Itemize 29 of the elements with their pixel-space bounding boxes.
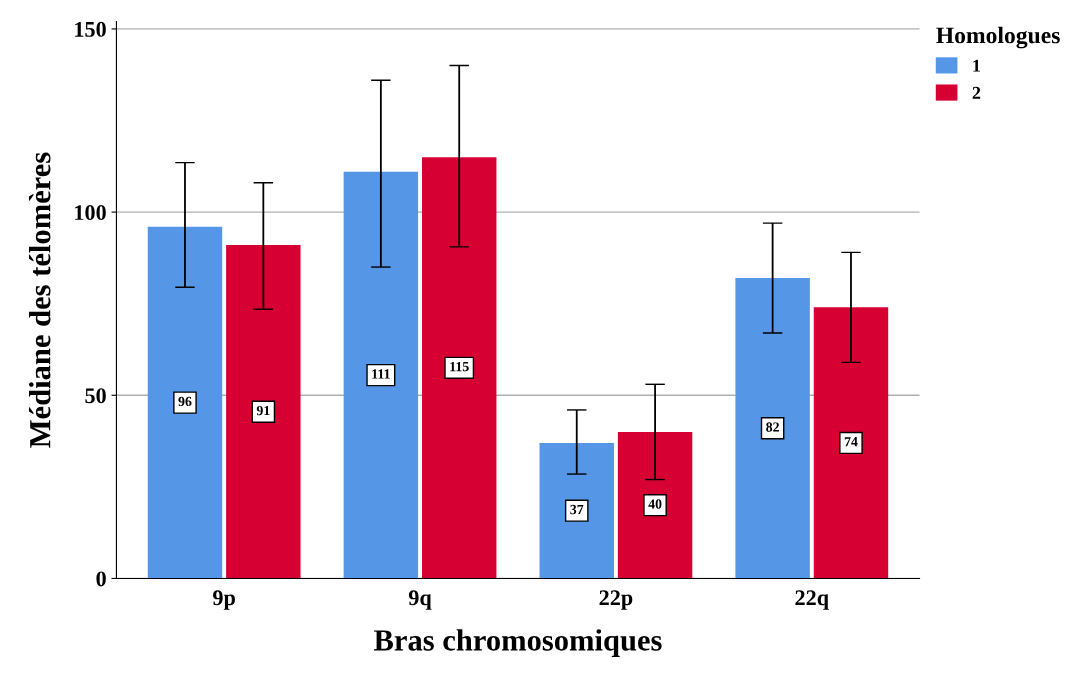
data-label: 82 bbox=[766, 422, 779, 432]
bar bbox=[343, 171, 419, 579]
x-tick-label: 9p bbox=[213, 590, 235, 610]
data-label: 111 bbox=[372, 369, 390, 379]
bar bbox=[617, 431, 693, 579]
legend-title: Homologues bbox=[936, 26, 1060, 49]
y-tick-label: 50 bbox=[85, 388, 106, 404]
legend-label: 1 bbox=[973, 59, 980, 72]
data-label: 74 bbox=[844, 437, 858, 447]
data-label: 115 bbox=[450, 361, 469, 372]
legend-label: 2 bbox=[972, 86, 981, 99]
y-tick-label: 150 bbox=[75, 21, 106, 37]
data-label: 37 bbox=[570, 504, 584, 515]
bar bbox=[813, 307, 889, 579]
y-tick-label: 100 bbox=[75, 205, 106, 221]
bar bbox=[147, 226, 223, 579]
data-label: 96 bbox=[178, 396, 192, 407]
x-tick-label: 22p bbox=[599, 590, 633, 610]
x-tick-label: 22q bbox=[795, 590, 829, 610]
x-tick-label: 9q bbox=[408, 590, 432, 610]
y-axis-title: Médiane des télomères bbox=[28, 152, 51, 448]
data-label: 91 bbox=[256, 405, 270, 416]
bar bbox=[422, 157, 497, 579]
y-tick-label: 0 bbox=[96, 571, 106, 587]
x-axis-title: Bras chromosomiques bbox=[374, 629, 662, 657]
bar bbox=[539, 442, 614, 579]
bar bbox=[226, 245, 301, 579]
bar bbox=[735, 278, 810, 579]
data-label: 40 bbox=[648, 499, 662, 509]
